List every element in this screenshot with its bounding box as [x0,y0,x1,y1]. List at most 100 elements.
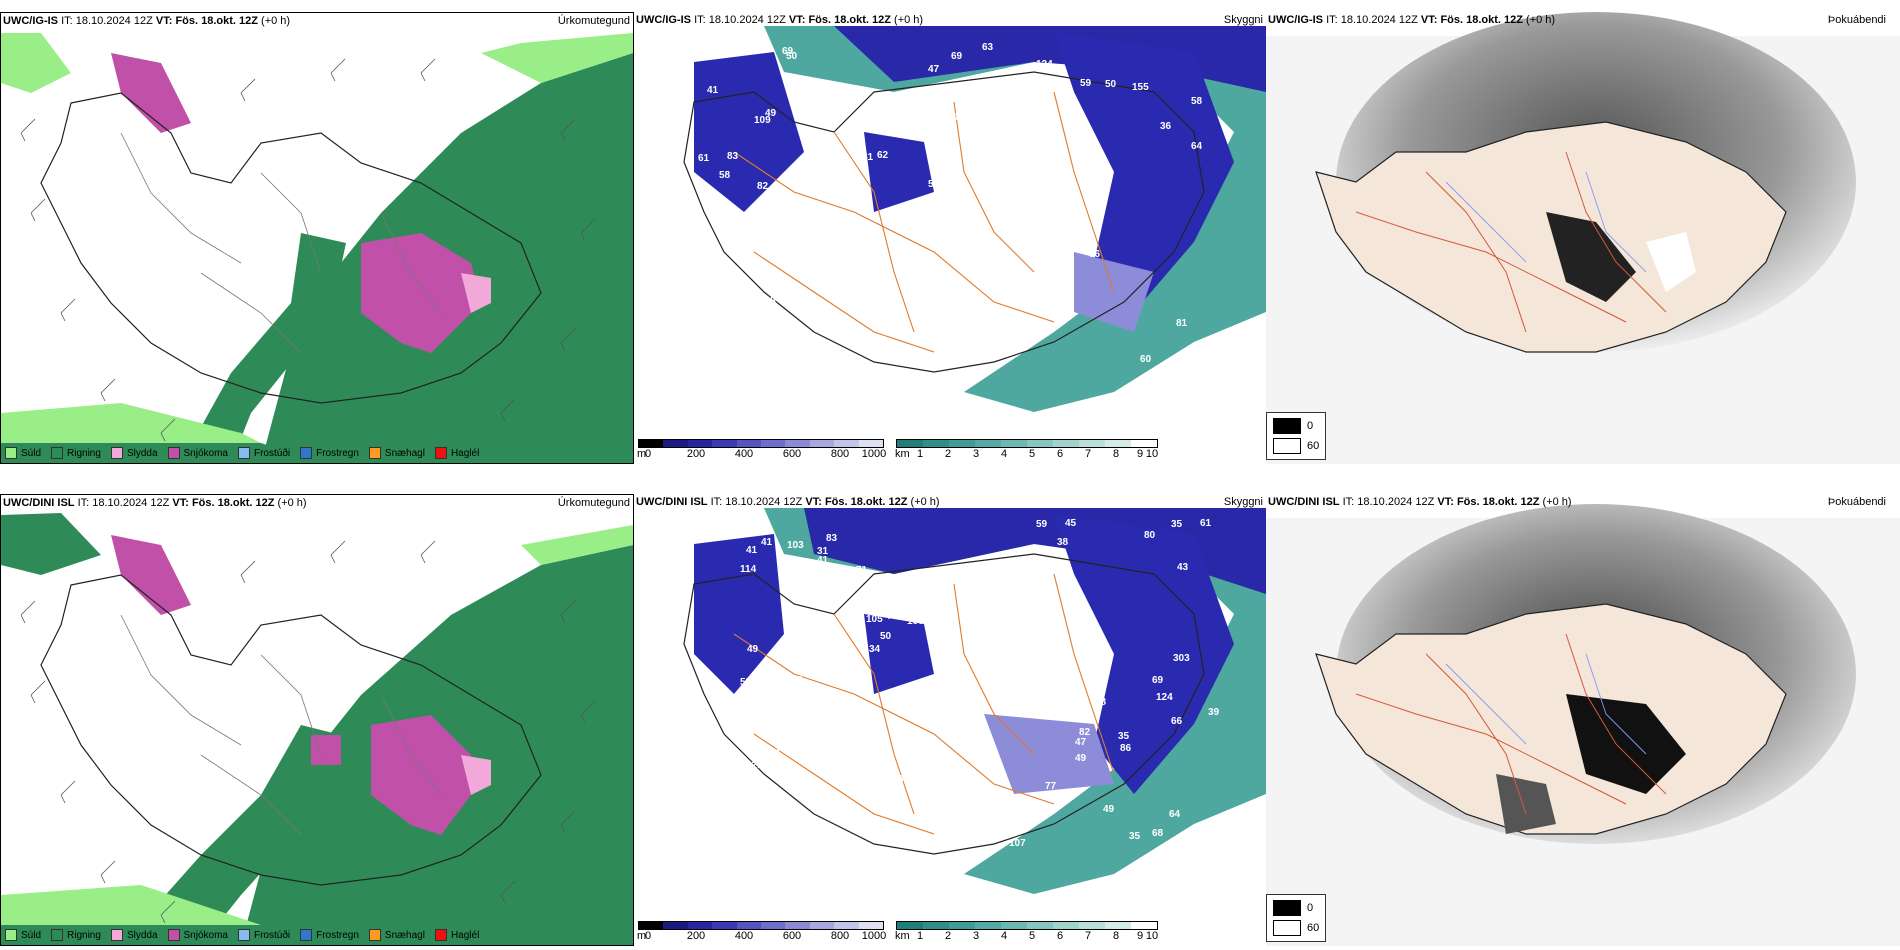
visibility-value-label: 31 [817,546,829,557]
map-header: UWC/DINI ISL IT: 18.10.2024 12Z VT: Fös.… [3,497,307,509]
precip-legend: Súld Rigning Slydda Snjókoma Frostúði Fr… [5,447,479,459]
legend-item-slydda: Slydda [110,447,158,459]
visibility-value-label: 53 [740,677,752,688]
visibility-value-label: 105 [866,614,883,625]
visibility-value-label: 68 [1152,828,1164,839]
legend-item-haglel: Haglél [434,447,479,459]
visibility-value-label: 43 [1177,562,1189,573]
visibility-value-label: 61 [831,112,843,123]
legend-item-sudl: Súld [5,447,41,459]
visibility-value-label: 33 [978,143,990,154]
visibility-value-label: 61 [698,153,710,164]
visibility-value-label: 58 [1191,96,1203,107]
map-header: UWC/IG-IS IT: 18.10.2024 12Z VT: Fös. 18… [1268,14,1556,26]
visibility-value-label: 303 [1173,653,1190,664]
legend-item-slydda: Slydda [110,929,158,941]
visibility-value-label: 35 [791,675,803,686]
visibility-value-label: 64 [950,779,962,790]
visibility-value-label: 64 [722,766,734,777]
visibility-value-label: 114 [740,564,757,575]
visibility-value-label: 34 [898,774,910,785]
fog-legend-row2: 0 60 [1266,894,1326,942]
map-header: UWC/IG-IS IT: 18.10.2024 12Z VT: Fös. 18… [3,15,291,27]
precip-type-map-row2: UWC/DINI ISL IT: 18.10.2024 12Z VT: Fös.… [0,494,634,946]
visibility-value-label: 66 [1171,716,1183,727]
panel-title: Skyggni [1223,14,1263,26]
visibility-value-label: 64 [1008,167,1020,178]
visibility-value-label: 90 [757,808,769,819]
visibility-value-label: 50 [1105,79,1117,90]
visibility-map-row2: UWC/DINI ISL IT: 18.10.2024 12Z VT: Fös.… [634,494,1266,946]
panel-title: Skyggni [1223,496,1263,508]
visibility-value-label: 39 [783,359,795,370]
visibility-value-label: 47 [1075,737,1087,748]
visibility-value-label: 59 [1080,78,1092,89]
precip-legend: Súld Rigning Slydda Snjókoma Frostúði Fr… [5,929,479,941]
visibility-value-label: 45 [1065,518,1077,529]
fog-legend-row1: 0 60 [1266,412,1326,460]
visibility-value-label: 40 [749,688,761,699]
visibility-value-label: 36 [1089,249,1101,260]
visibility-value-label: 78 [839,195,851,206]
visibility-value-label: 82 [1079,727,1091,738]
visibility-value-label: 61 [1200,518,1212,529]
visibility-value-label: 38 [1057,537,1069,548]
visibility-value-label: 83 [727,151,739,162]
visibility-value-label: 35 [1171,519,1183,530]
visibility-value-label: 62 [877,150,889,161]
visibility-value-label: 41 [793,700,805,711]
visibility-value-label: 64 [939,112,951,123]
visibility-value-label: 69 [951,51,963,62]
visibility-value-label: 186 [994,684,1011,695]
visibility-value-label: 205 [759,296,776,307]
visibility-value-label: 49 [747,644,759,655]
visibility-value-label: 100 [907,616,924,627]
visibility-value-label: 59 [1036,519,1048,530]
fog-indicator-map-row2: UWC/DINI ISL IT: 18.10.2024 12Z VT: Fös.… [1266,494,1900,946]
visibility-value-label: 47 [842,292,854,303]
visibility-map-row1: UWC/IG-IS IT: 18.10.2024 12Z VT: Fös. 18… [634,12,1266,464]
legend-item-snjokoma: Snjókoma [167,447,228,459]
legend-item-snjokoma: Snjókoma [167,929,228,941]
visibility-value-label: 83 [826,533,838,544]
visibility-value-label: 46 [973,308,985,319]
fog-map-svg [1266,504,1900,946]
visibility-value-label: 107 [1009,838,1026,849]
legend-item-frostregn: Frostregn [300,929,359,941]
legend-item-haglel: Haglél [434,929,479,941]
visibility-value-label: 52 [833,350,845,361]
visibility-value-label: 58 [999,180,1011,191]
visibility-value-label: 41 [746,545,758,556]
visibility-value-label: 53 [923,776,935,787]
visibility-value-label: 47 [855,687,867,698]
legend-item-rigning: Rigning [51,929,101,941]
visibility-value-label: 77 [1045,781,1057,792]
fog-indicator-map-row1: UWC/IG-IS IT: 18.10.2024 12Z VT: Fös. 18… [1266,12,1900,464]
visibility-value-label: 44 [885,611,897,622]
visibility-value-label: 64 [769,748,781,759]
visibility-map-svg: 129 109 150 108 112 47 124 47 36 51 50 49 82 58 37 51 39… [634,26,1266,432]
visibility-value-label: 37 [912,216,924,227]
map-header: UWC/DINI ISL IT: 18.10.2024 12Z VT: Fös.… [1268,496,1572,508]
visibility-value-label: 183 [836,759,853,770]
visibility-value-label: 40 [1097,662,1109,673]
visibility-value-label: 50 [928,179,940,190]
visibility-value-label: 50 [880,631,892,642]
visibility-value-label: 47 [928,64,940,75]
visibility-value-label: 69 [1152,675,1164,686]
visibility-value-label: 39 [814,308,826,319]
precip-map-svg [1,13,633,463]
visibility-value-label: 41 [707,85,719,96]
visibility-value-label: 38 [1072,691,1084,702]
visibility-value-label: 36 [774,289,786,300]
legend-item-rigning: Rigning [51,447,101,459]
visibility-value-label: 69 [922,311,934,322]
panel-title: Þokuábendi [1827,496,1886,508]
visibility-value-label: 129 [949,219,966,230]
visibility-value-label: 36 [1160,121,1172,132]
legend-item-snaehagl: Snæhagl [368,929,425,941]
visibility-value-label: 49 [1103,804,1115,815]
visibility-value-label: 45 [737,41,749,52]
visibility-value-label: 37 [818,326,830,337]
precip-map-svg [1,495,633,945]
